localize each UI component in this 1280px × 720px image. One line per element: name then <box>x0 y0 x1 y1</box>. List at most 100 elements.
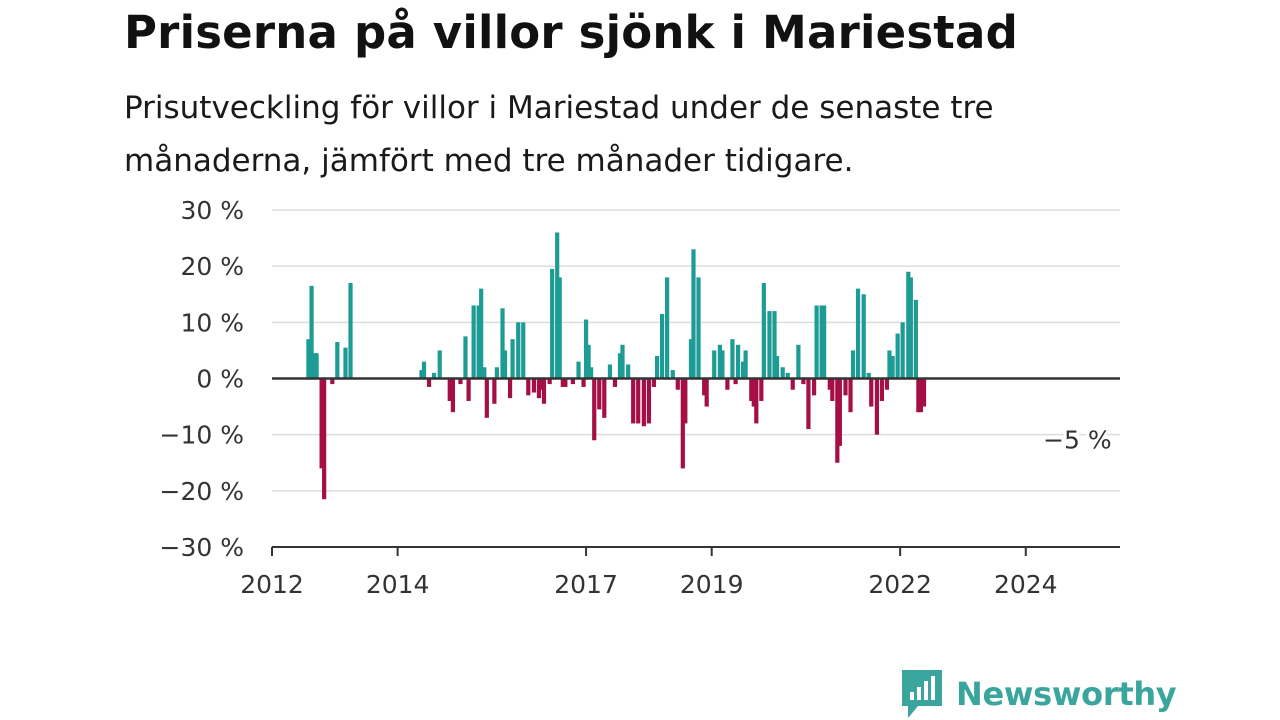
bar <box>531 378 537 393</box>
x-tick-label: 2017 <box>554 570 618 599</box>
bar <box>348 283 353 379</box>
bar <box>636 378 641 424</box>
bar <box>827 378 832 390</box>
bar <box>620 344 625 379</box>
bar <box>494 367 499 379</box>
bar <box>785 372 790 379</box>
bar <box>319 378 324 469</box>
bar <box>670 370 675 379</box>
bar <box>563 378 568 387</box>
bar <box>335 341 340 379</box>
bar <box>560 378 565 387</box>
bar <box>557 277 562 379</box>
bar <box>607 364 613 379</box>
bar <box>774 356 780 379</box>
bar <box>482 367 487 379</box>
annotation-halo: −5 % <box>1043 426 1112 455</box>
bar <box>735 344 741 379</box>
bar <box>507 378 513 399</box>
y-tick-label: −20 % <box>160 477 244 506</box>
bar <box>869 378 874 407</box>
bar <box>654 356 660 379</box>
bar <box>835 378 840 463</box>
bar <box>541 378 547 404</box>
x-tick-label: 2024 <box>994 570 1058 599</box>
bar <box>521 322 526 379</box>
bar <box>906 271 911 379</box>
bar <box>306 339 311 379</box>
bar <box>772 311 777 379</box>
bar <box>691 249 696 379</box>
bar <box>631 378 636 424</box>
y-tick-label: −30 % <box>160 533 244 562</box>
bar <box>659 313 665 379</box>
x-axis: 2012 2014 2017 2019 2022 2024 <box>240 546 1120 599</box>
bar <box>683 378 688 424</box>
bar <box>426 378 432 387</box>
bar <box>918 378 923 413</box>
bar <box>806 378 811 430</box>
bar <box>761 283 766 379</box>
bar <box>602 378 607 418</box>
annotation-label: −5 % <box>1043 426 1112 455</box>
bar <box>466 378 471 401</box>
page-title: Priserna på villor sjönk i Mariestad <box>124 6 1018 59</box>
y-axis: 30 % 20 % 10 % 0 % −10 % −20 % −30 % <box>160 196 1120 562</box>
bar <box>814 305 819 379</box>
bar <box>583 319 589 379</box>
bar <box>680 378 685 469</box>
bar <box>311 353 317 379</box>
bar <box>837 378 842 446</box>
grid-lines <box>272 209 1120 492</box>
bar <box>780 367 785 379</box>
bar <box>419 370 424 379</box>
x-tick-label: 2014 <box>366 570 430 599</box>
bar <box>767 311 772 379</box>
bar <box>314 353 319 379</box>
bar <box>617 353 623 379</box>
bar <box>720 350 725 379</box>
bar-series <box>306 232 927 500</box>
bar <box>900 322 905 379</box>
bar <box>500 308 505 379</box>
bar <box>450 378 456 413</box>
bar <box>510 339 515 379</box>
bar <box>547 378 552 385</box>
brand: Newsworthy <box>902 670 1177 718</box>
bar <box>421 361 427 379</box>
bar <box>536 378 542 399</box>
bar <box>819 305 824 379</box>
bar <box>696 277 701 379</box>
bar <box>843 378 848 396</box>
bar <box>646 378 651 424</box>
bar <box>702 378 707 396</box>
bar <box>822 305 827 379</box>
bar <box>751 378 756 407</box>
page-subtitle: Prisutveckling för villor i Mariestad un… <box>124 90 994 179</box>
x-tick-label: 2022 <box>868 570 932 599</box>
bar <box>895 333 900 379</box>
x-tick-label: 2012 <box>240 570 304 599</box>
bar <box>712 350 717 379</box>
bar <box>665 277 670 379</box>
newsworthy-logo-icon <box>902 670 942 718</box>
bar <box>476 305 481 379</box>
bar <box>463 336 468 379</box>
bar <box>884 378 890 390</box>
bar <box>516 322 521 379</box>
bar <box>733 378 738 385</box>
bar <box>586 344 591 379</box>
bar <box>589 367 594 379</box>
bar <box>555 232 560 379</box>
bar <box>908 277 913 379</box>
annotation: −5 %−5 % <box>1040 423 1115 458</box>
bar <box>861 294 866 379</box>
bar <box>592 378 597 441</box>
bar <box>539 378 544 390</box>
bar <box>921 378 927 407</box>
brand-name: Newsworthy <box>956 675 1177 713</box>
bar <box>612 378 618 387</box>
y-tick-label: 0 % <box>196 365 244 394</box>
bar <box>759 378 764 401</box>
